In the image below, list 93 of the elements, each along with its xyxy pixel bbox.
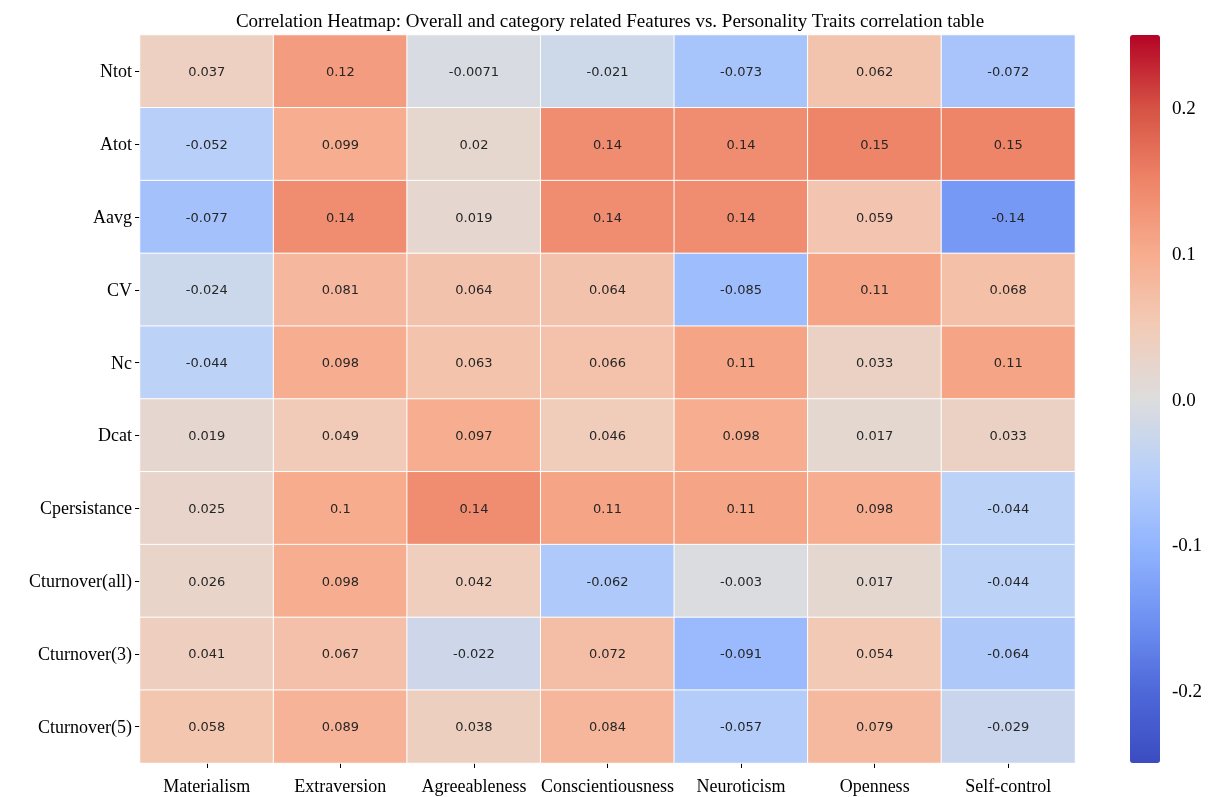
color-bar-label: 0.0 [1172,388,1196,410]
chart-title: Correlation Heatmap: Overall and category related Features vs. Personality Traits correlation table [235,10,985,31]
data-label: 0.042 [455,573,493,589]
data-label: 0.098 [321,573,359,589]
data-label: 0.14 [726,136,756,152]
data-label: -0.072 [987,63,1030,79]
y-tick-label: Aavg [93,207,132,227]
data-label: 0.067 [321,646,359,662]
data-label: -0.044 [987,573,1030,589]
data-label: 0.058 [188,719,226,735]
data-label: 0.12 [325,63,355,79]
data-label: -0.029 [987,719,1030,735]
data-label: 0.02 [459,136,489,152]
data-label: 0.017 [856,573,894,589]
data-label: 0.1 [330,500,351,516]
data-label: 0.098 [722,427,760,443]
data-label: 0.025 [188,500,226,516]
data-label: 0.038 [455,719,493,735]
data-label: -0.057 [720,719,763,735]
data-label: 0.033 [989,427,1027,443]
data-label: 0.11 [726,500,756,516]
data-label: 0.14 [593,209,622,225]
data-label: -0.091 [720,646,763,662]
data-label: 0.064 [588,282,627,298]
data-label: 0.079 [856,719,894,735]
data-label: -0.022 [452,646,495,662]
data-label: -0.024 [185,282,228,298]
data-label: 0.089 [321,719,359,735]
data-label: -0.064 [987,646,1030,662]
data-label: -0.14 [991,209,1026,225]
data-label: 0.097 [455,427,493,443]
color-bar-label: -0.2 [1172,679,1203,701]
data-label: 0.14 [726,209,756,225]
data-label: 0.063 [455,355,493,371]
data-label: -0.003 [720,573,763,589]
data-label: 0.11 [593,500,622,516]
data-label: 0.11 [993,355,1023,371]
data-label: 0.033 [856,355,894,371]
data-label: 0.064 [455,282,493,298]
data-label: 0.098 [856,500,894,516]
data-label: -0.044 [987,500,1030,516]
data-label: -0.077 [185,209,228,225]
data-label: 0.019 [455,209,493,225]
data-label: 0.066 [588,355,627,371]
data-label: -0.073 [720,63,763,79]
data-label: 0.037 [188,63,226,79]
y-tick-label: Cpersistance [40,498,133,519]
data-label: 0.081 [321,282,359,298]
x-tick-label: Neuroticism [696,776,786,796]
data-label: 0.072 [588,646,627,662]
data-label: -0.044 [185,355,228,371]
data-label: -0.021 [586,63,629,79]
y-tick-label: Ntot [99,61,132,82]
data-label: 0.059 [856,209,894,225]
y-tick-label: Cturnover(all) [29,571,132,592]
data-label: 0.15 [993,136,1023,152]
y-tick-label: Nc [111,352,132,373]
color-bar-label: 0.1 [1172,242,1196,264]
x-tick-label: Conscientiousness [541,776,674,796]
data-label: 0.11 [860,282,890,298]
data-label: 0.098 [321,355,359,371]
data-label: 0.099 [321,136,359,152]
color-bar-label: -0.1 [1172,534,1203,556]
data-label: 0.019 [188,427,226,443]
y-tick-label: CV [106,279,132,300]
data-label: 0.049 [321,427,359,443]
x-tick-label: Openness [839,776,910,796]
data-label: 0.14 [325,209,355,225]
data-label: -0.0071 [448,63,500,79]
x-tick-label: Extraversion [294,776,387,796]
data-label: 0.017 [856,427,894,443]
data-label: -0.062 [586,573,629,589]
data-label: -0.052 [185,136,228,152]
data-label: 0.062 [856,63,894,79]
y-tick-label: Dcat [98,425,132,446]
x-tick-label: Self-control [965,776,1052,796]
data-label: 0.14 [593,136,622,152]
data-label: 0.084 [588,719,627,735]
color-bar-label: 0.2 [1172,97,1196,119]
y-tick-label: Cturnover(3) [38,643,132,665]
x-tick-label: Materialism [163,776,251,796]
data-label: -0.085 [720,282,763,298]
data-label: 0.041 [188,646,226,662]
x-tick-label: Agreeableness [421,776,527,796]
data-label: 0.14 [459,500,489,516]
data-label: 0.046 [588,427,627,443]
y-tick-label: Cturnover(5) [38,716,132,738]
y-tick-label: Atot [99,134,132,155]
data-label: 0.15 [860,136,890,152]
data-label: 0.054 [856,646,894,662]
data-label: 0.068 [989,282,1027,298]
data-label: 0.11 [726,355,756,371]
data-label: 0.026 [188,573,226,589]
